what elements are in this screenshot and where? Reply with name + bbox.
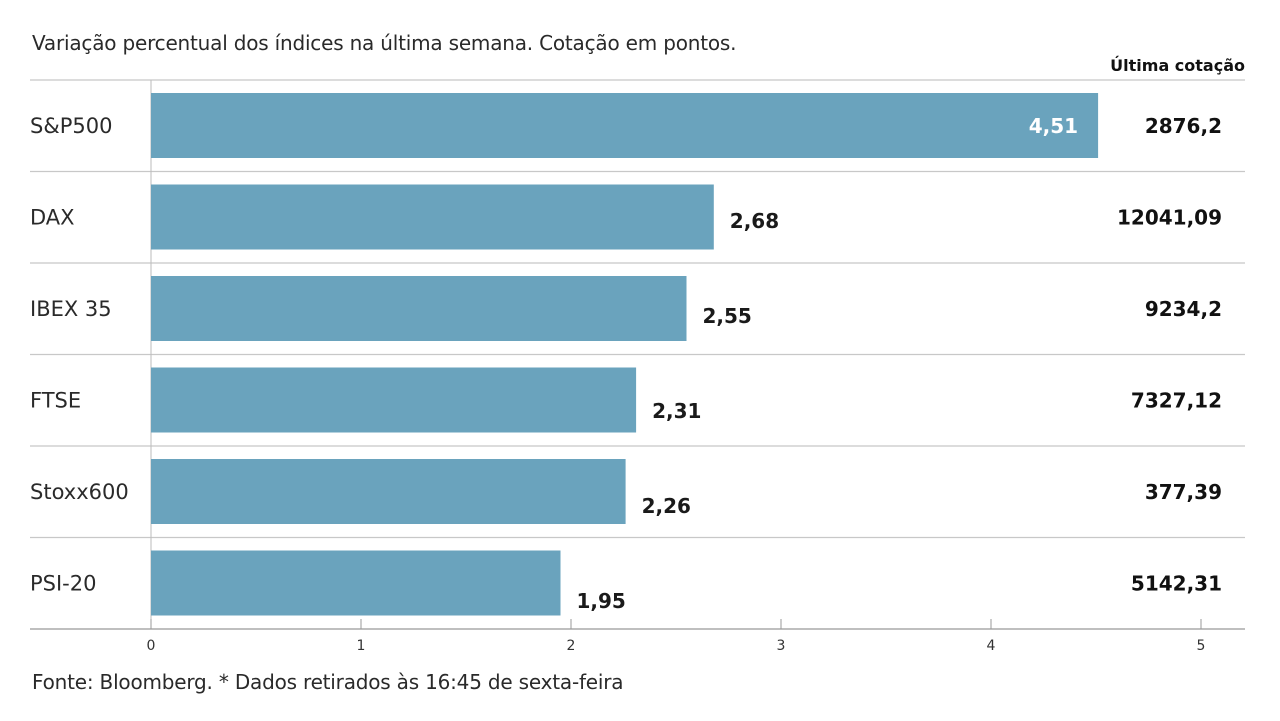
x-tick-label: 2	[567, 638, 576, 654]
value-label: 2,68	[730, 209, 779, 233]
bar-stoxx600	[151, 459, 626, 524]
x-tick-label: 0	[147, 638, 156, 654]
category-label: IBEX 35	[30, 297, 112, 321]
last-quote-value: 5142,31	[1131, 571, 1222, 595]
bar-s-p500	[151, 93, 1099, 158]
category-label: FTSE	[30, 388, 81, 412]
last-quote-value: 12041,09	[1117, 205, 1222, 229]
x-tick-label: 1	[357, 638, 366, 654]
x-tick-label: 5	[1197, 638, 1206, 654]
category-label: S&P500	[30, 114, 112, 138]
category-label: DAX	[30, 205, 75, 229]
last-quote-value: 7327,12	[1131, 388, 1222, 412]
bar-ftse	[151, 367, 637, 433]
category-label: PSI-20	[30, 571, 97, 595]
last-quote-value: 2876,2	[1145, 114, 1222, 138]
bar-dax	[151, 184, 714, 250]
value-label: 4,51	[1029, 114, 1078, 138]
last-quote-value: 9234,2	[1145, 297, 1222, 321]
value-label: 2,31	[652, 399, 701, 423]
value-label: 2,26	[642, 494, 691, 518]
last-quote-header: Última cotação	[1110, 56, 1245, 75]
last-quote-value: 377,39	[1145, 480, 1222, 504]
x-tick-label: 3	[777, 638, 786, 654]
bar-ibex-35	[151, 276, 687, 341]
bar-psi-20	[151, 550, 561, 616]
value-label: 1,95	[577, 589, 626, 613]
value-label: 2,55	[703, 304, 752, 328]
chart-footer-source: Fonte: Bloomberg. * Dados retirados às 1…	[32, 670, 624, 694]
chart-subtitle: Variação percentual dos índices na últim…	[32, 31, 737, 55]
x-tick-label: 4	[987, 638, 996, 654]
category-label: Stoxx600	[30, 480, 129, 504]
